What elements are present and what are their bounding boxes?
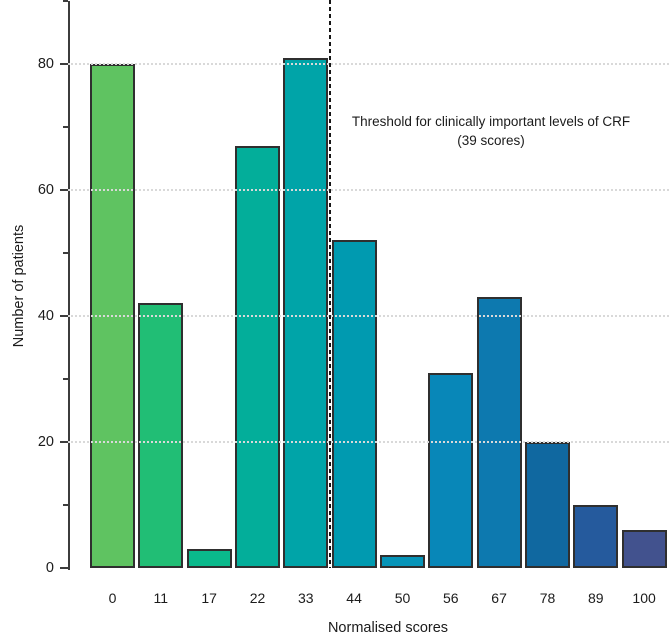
y-axis-tick-70 <box>63 126 68 128</box>
x-tick-label-11: 11 <box>153 590 169 606</box>
x-tick-label-17: 17 <box>201 590 217 606</box>
x-tick-label-33: 33 <box>298 590 314 606</box>
gridline-60 <box>68 189 669 191</box>
threshold-annotation-line2: (39 scores) <box>457 133 525 148</box>
y-axis-title: Number of patients <box>11 224 27 348</box>
gridline-20 <box>68 441 669 443</box>
y-axis-tick-30 <box>63 378 68 380</box>
bar-56 <box>428 372 474 568</box>
y-tick-label-20: 20 <box>37 434 54 450</box>
y-axis-tick-20 <box>60 441 68 443</box>
bar-78 <box>525 442 570 568</box>
threshold-annotation-line1: Threshold for clinically important level… <box>351 114 631 129</box>
threshold-annotation: Threshold for clinically important level… <box>352 112 630 150</box>
x-tick-label-50: 50 <box>394 590 411 606</box>
bar-50 <box>380 555 425 568</box>
gridline-40 <box>68 315 669 317</box>
x-axis-title: Normalised scores <box>327 620 449 636</box>
bar-33 <box>283 57 329 568</box>
x-tick-label-56: 56 <box>443 590 459 606</box>
bar-67 <box>476 297 522 568</box>
y-tick-label-0: 0 <box>45 560 54 576</box>
x-tick-label-78: 78 <box>539 590 556 606</box>
gridline-80 <box>68 63 669 65</box>
x-tick-label-0: 0 <box>108 590 117 606</box>
y-axis-tick-60 <box>60 189 68 191</box>
y-axis-tick-10 <box>63 504 68 506</box>
bar-44 <box>331 240 377 568</box>
y-axis-tick-50 <box>63 252 68 254</box>
x-tick-label-44: 44 <box>346 590 362 606</box>
x-tick-label-89: 89 <box>588 590 604 606</box>
y-axis-tick-40 <box>60 315 68 317</box>
y-axis-line <box>68 1 70 570</box>
x-tick-label-67: 67 <box>491 590 507 606</box>
x-tick-label-22: 22 <box>249 590 266 606</box>
y-axis-tick-0 <box>60 567 68 569</box>
y-axis-tick-80 <box>60 63 68 65</box>
bar-89 <box>573 505 619 568</box>
y-tick-label-60: 60 <box>37 182 54 198</box>
x-tick-label-100: 100 <box>632 590 656 606</box>
bar-11 <box>138 303 184 568</box>
bar-100 <box>621 530 667 568</box>
y-tick-label-80: 80 <box>37 56 54 72</box>
bar-22 <box>235 145 280 568</box>
threshold-dashed-line <box>329 0 331 568</box>
bar-17 <box>186 549 232 568</box>
y-axis-tick-90 <box>63 0 68 2</box>
y-tick-label-40: 40 <box>37 308 54 324</box>
